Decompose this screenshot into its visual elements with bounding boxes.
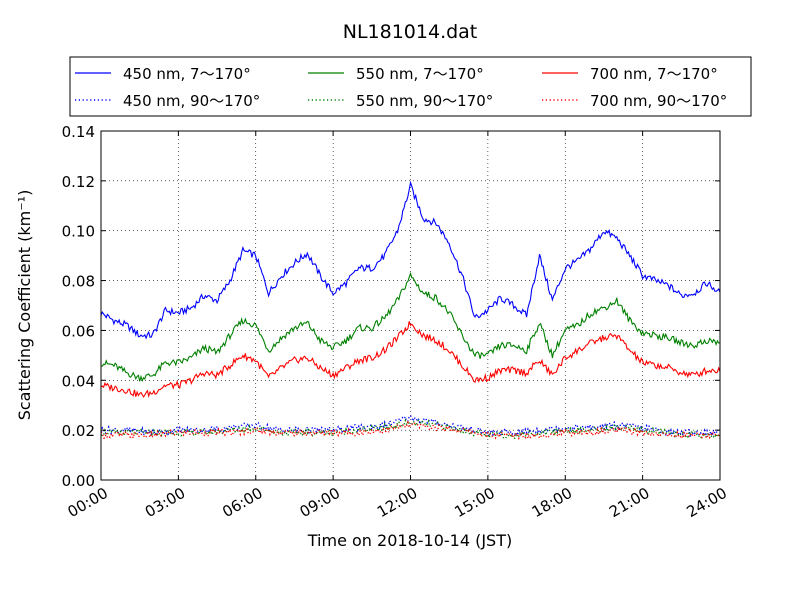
y-tick-label: 0.08 bbox=[62, 273, 95, 291]
series-layer bbox=[100, 180, 721, 441]
legend-label: 700 nm, 7～170° bbox=[590, 65, 718, 83]
legend-label: 550 nm, 90～170° bbox=[356, 92, 493, 110]
x-tick-label: 09:00 bbox=[297, 484, 343, 521]
legend-frame bbox=[69, 56, 752, 117]
x-tick-label: 24:00 bbox=[684, 484, 730, 521]
legend-label: 700 nm, 90～170° bbox=[590, 92, 727, 110]
y-tick-label: 0.02 bbox=[62, 422, 95, 440]
legend: 450 nm, 7～170° 550 nm, 7～170° 700 nm, 7～17… bbox=[69, 56, 752, 117]
y-tick-label: 0.12 bbox=[62, 173, 95, 191]
x-tick-label: 12:00 bbox=[374, 484, 420, 521]
x-tick-label: 06:00 bbox=[219, 484, 265, 521]
x-tick-label: 03:00 bbox=[142, 484, 188, 521]
x-axis-label: Time on 2018-10-14 (JST) bbox=[307, 531, 512, 550]
series-line-5 bbox=[100, 420, 721, 441]
x-tick-label: 15:00 bbox=[451, 484, 497, 521]
chart-title: NL181014.dat bbox=[343, 21, 478, 43]
y-axis: 0.00 0.02 0.04 0.06 0.08 0.10 0.12 0.14 bbox=[62, 123, 720, 490]
plot-area bbox=[101, 131, 720, 480]
y-tick-label: 0.14 bbox=[62, 123, 95, 141]
legend-label: 450 nm, 7～170° bbox=[123, 65, 251, 83]
legend-label: 550 nm, 7～170° bbox=[356, 65, 484, 83]
x-tick-label: 21:00 bbox=[606, 484, 652, 521]
series-line-0 bbox=[100, 180, 721, 340]
y-axis-label: Scattering Coefficient (km⁻¹) bbox=[15, 190, 34, 421]
legend-label: 450 nm, 90～170° bbox=[123, 92, 260, 110]
series-line-2 bbox=[100, 321, 721, 399]
y-tick-label: 0.06 bbox=[62, 322, 95, 340]
x-tick-label: 18:00 bbox=[529, 484, 575, 521]
y-tick-label: 0.10 bbox=[62, 223, 95, 241]
y-tick-label: 0.00 bbox=[62, 472, 95, 490]
series-line-1 bbox=[101, 271, 721, 382]
y-tick-label: 0.04 bbox=[62, 372, 95, 390]
